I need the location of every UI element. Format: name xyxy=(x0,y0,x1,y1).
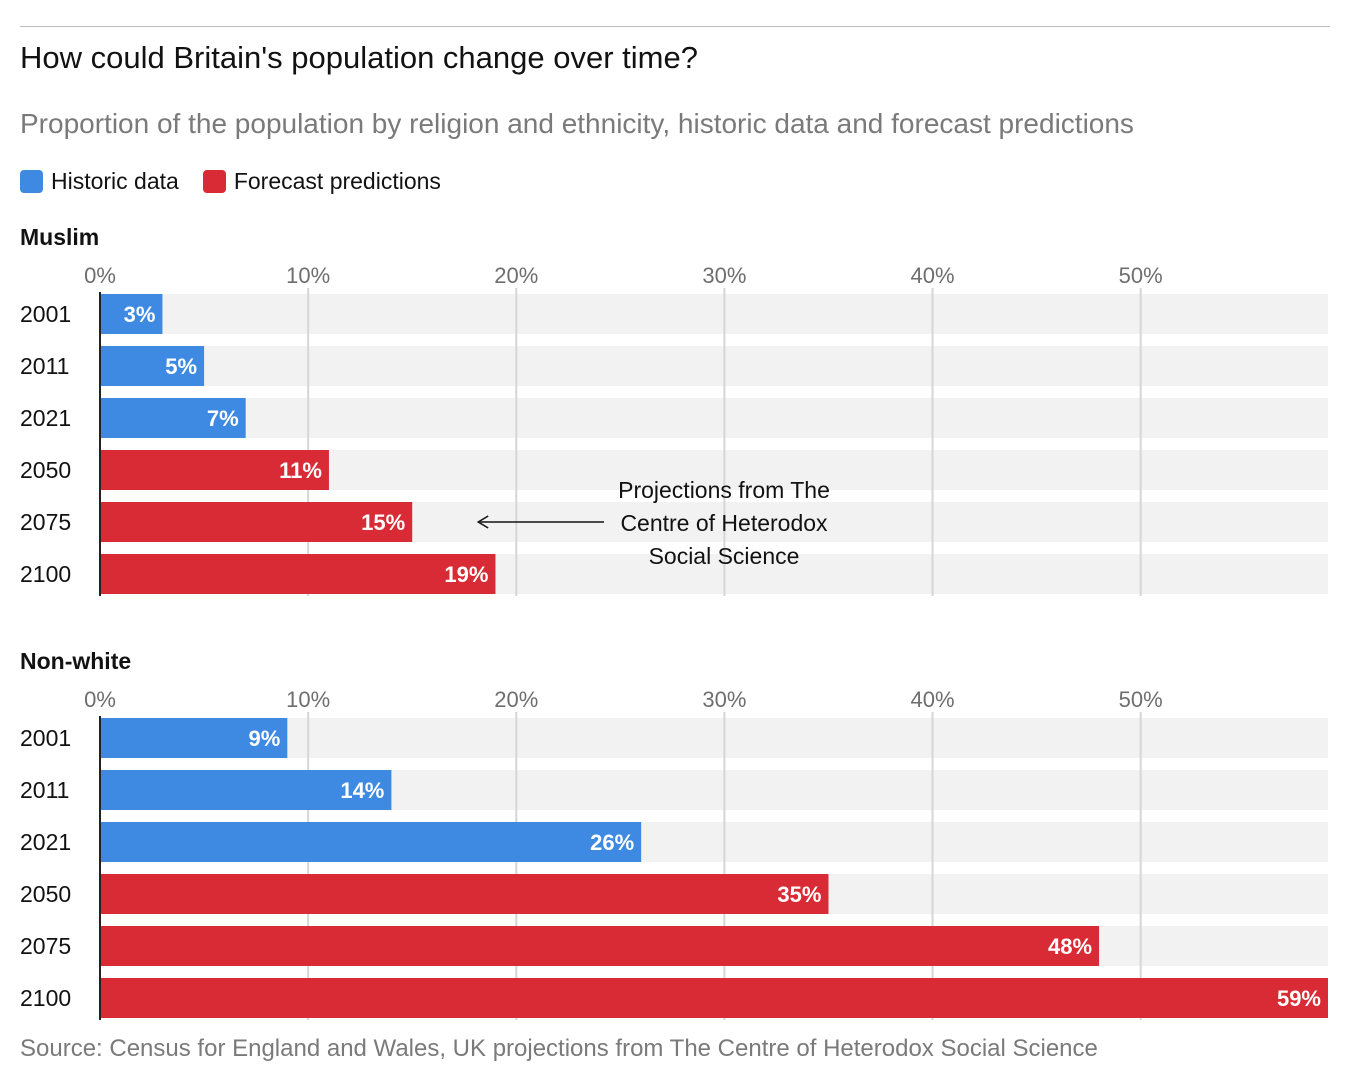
panel-title-muslim: Muslim xyxy=(20,224,99,250)
value-label: 48% xyxy=(1048,934,1092,959)
x-tick-label: 10% xyxy=(286,263,330,288)
legend-swatch-historic xyxy=(20,169,43,193)
x-tick-label: 20% xyxy=(494,263,538,288)
legend: Historic data Forecast predictions xyxy=(20,166,465,196)
value-label: 35% xyxy=(777,882,821,907)
annotation-text: Social Science xyxy=(649,543,800,569)
legend-item-forecast: Forecast predictions xyxy=(202,167,441,195)
panel-title-non-white: Non-white xyxy=(20,648,131,674)
legend-label-forecast: Forecast predictions xyxy=(233,167,441,194)
annotation-text: Projections from The xyxy=(618,477,830,503)
bar-2100 xyxy=(100,978,1328,1018)
bar-2075 xyxy=(100,926,1100,966)
category-label: 2100 xyxy=(20,985,71,1011)
source-note: Source: Census for England and Wales, UK… xyxy=(20,1035,1098,1062)
x-tick-label: 50% xyxy=(1119,263,1163,288)
x-tick-label: 30% xyxy=(702,263,746,288)
row-background xyxy=(100,346,1328,386)
chart-title: How could Britain's population change ov… xyxy=(20,40,698,75)
category-label: 2021 xyxy=(20,829,71,855)
value-label: 5% xyxy=(165,354,197,379)
bar-2011 xyxy=(100,346,205,386)
category-label: 2011 xyxy=(20,353,69,379)
value-label: 7% xyxy=(207,406,239,431)
value-label: 19% xyxy=(444,562,488,587)
annotation-arrow-head xyxy=(476,515,489,529)
chart-subtitle: Proportion of the population by religion… xyxy=(20,108,1134,139)
category-label: 2100 xyxy=(20,561,71,587)
category-label: 2075 xyxy=(20,509,71,535)
row-background xyxy=(100,718,1328,758)
bar-2001 xyxy=(100,718,288,758)
bar-2021 xyxy=(100,822,642,862)
x-tick-label: 40% xyxy=(911,687,955,712)
x-tick-label: 40% xyxy=(911,263,955,288)
bar-2075 xyxy=(100,502,413,542)
row-background xyxy=(100,398,1328,438)
category-label: 2021 xyxy=(20,405,71,431)
legend-label-historic: Historic data xyxy=(51,167,179,194)
value-label: 9% xyxy=(249,726,281,751)
category-label: 2075 xyxy=(20,933,71,959)
row-background xyxy=(100,294,1328,334)
legend-item-historic: Historic data xyxy=(20,168,179,195)
category-label: 2011 xyxy=(20,777,69,803)
category-label: 2001 xyxy=(20,301,71,327)
x-tick-label: 10% xyxy=(286,687,330,712)
top-rule xyxy=(20,26,1330,27)
x-tick-label: 20% xyxy=(494,687,538,712)
value-label: 59% xyxy=(1277,986,1321,1011)
bar-2001 xyxy=(100,294,163,334)
bar-2050 xyxy=(100,874,829,914)
legend-swatch-forecast xyxy=(202,169,226,193)
x-tick-label: 0% xyxy=(84,687,116,712)
category-label: 2001 xyxy=(20,725,71,751)
bar-2011 xyxy=(100,770,392,810)
x-tick-label: 50% xyxy=(1119,687,1163,712)
x-tick-label: 0% xyxy=(84,263,116,288)
bar-2100 xyxy=(100,554,496,594)
category-label: 2050 xyxy=(20,881,71,907)
value-label: 14% xyxy=(340,778,384,803)
annotation-text: Centre of Heterodox xyxy=(620,510,828,536)
value-label: 15% xyxy=(361,510,405,535)
value-label: 11% xyxy=(279,458,322,483)
x-tick-label: 30% xyxy=(702,687,746,712)
value-label: 26% xyxy=(590,830,634,855)
bar-2021 xyxy=(100,398,246,438)
chart-area: Muslim 0% 10% 20% 30% 40% 50% 2001 3% 2011 5% 2021 7… xyxy=(20,224,1328,1020)
bar-2050 xyxy=(100,450,329,490)
category-label: 2050 xyxy=(20,457,71,483)
value-label: 3% xyxy=(124,302,156,327)
